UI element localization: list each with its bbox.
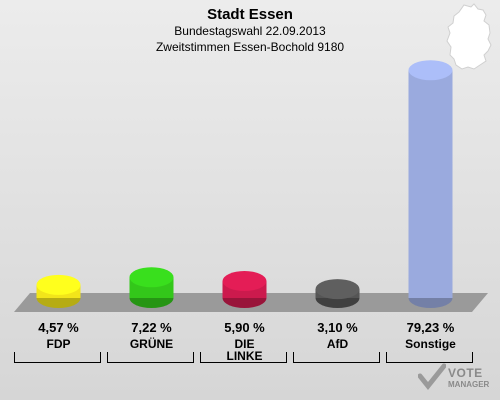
bar-top [408, 60, 453, 81]
category-bracket [14, 352, 101, 363]
vote-manager-logo: VOTE MANAGER [417, 362, 494, 396]
category-label: DIE LINKE [226, 337, 263, 363]
value-label: 4,57 % [38, 320, 79, 335]
value-label: 5,90 % [224, 320, 265, 335]
chart-subtitle: Bundestagswahl 22.09.2013 [174, 24, 326, 38]
bar-body [408, 70, 453, 299]
category-label: AfD [326, 337, 349, 351]
bar-fdp [36, 274, 81, 308]
category-label: GRÜNE [129, 337, 174, 351]
value-label: 3,10 % [317, 320, 358, 335]
logo-line-2: MANAGER [448, 380, 490, 389]
bar-afd [315, 279, 360, 308]
check-icon [417, 363, 447, 391]
bar-top [129, 267, 174, 288]
category-bracket [386, 352, 473, 363]
category-label: FDP [46, 337, 71, 351]
chart-subtitle-2: Zweitstimmen Essen-Bochold 9180 [155, 40, 345, 54]
bar-top [315, 279, 360, 300]
bar-die-linke [222, 271, 267, 308]
bar-top [222, 271, 267, 292]
value-label: 7,22 % [131, 320, 172, 335]
category-bracket [293, 352, 380, 363]
logo-line-1: VOTE [448, 366, 483, 380]
bar-grüne [129, 267, 174, 308]
category-bracket [107, 352, 194, 363]
chart-title: Stadt Essen [207, 6, 293, 23]
category-label: Sonstige [405, 337, 456, 351]
bar-sonstige [408, 60, 453, 308]
category-bracket [200, 352, 287, 363]
value-label: 79,23 % [406, 320, 455, 335]
bar-top [36, 274, 81, 295]
germany-map-icon [446, 3, 492, 70]
